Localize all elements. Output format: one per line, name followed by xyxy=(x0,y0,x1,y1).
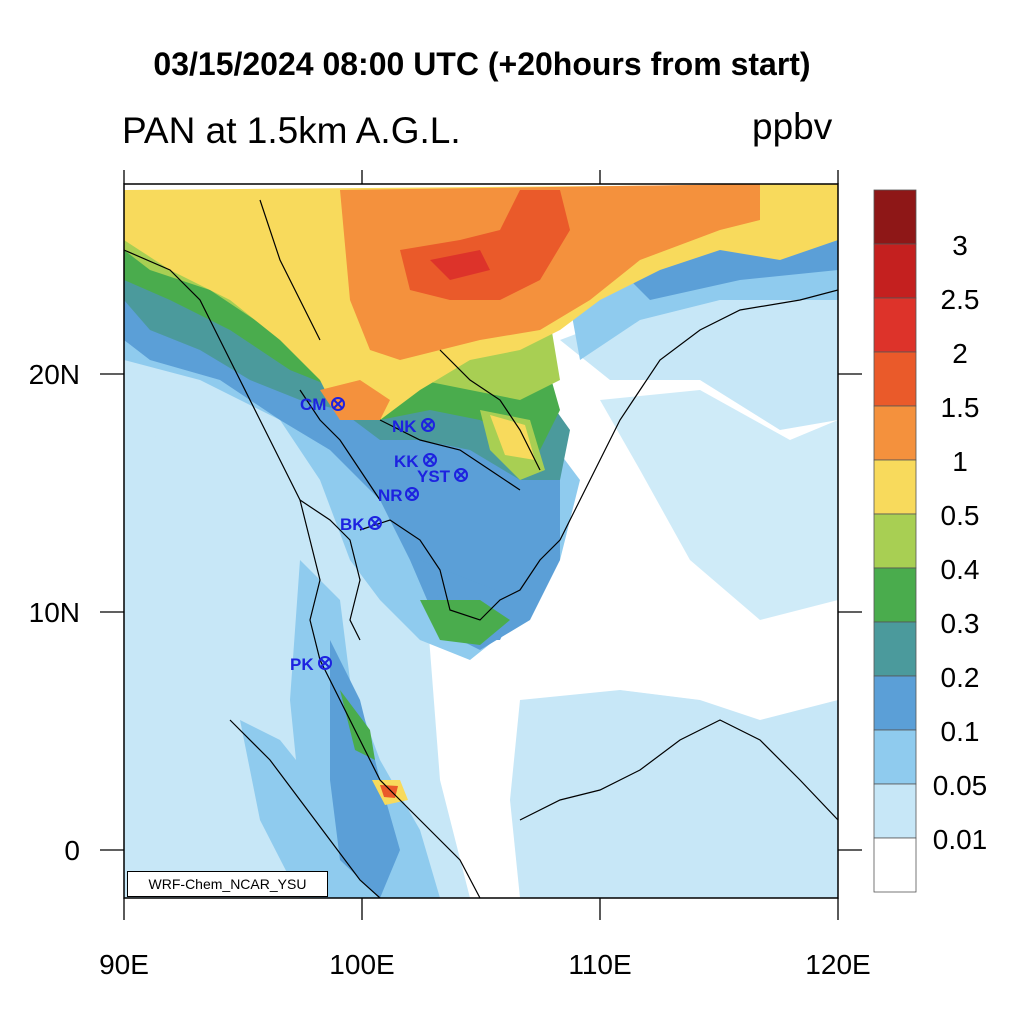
coastlines xyxy=(124,199,838,898)
colorbar-swatch xyxy=(873,297,917,353)
station-marker-icon xyxy=(405,487,419,501)
variable-label: PAN at 1.5km A.G.L. xyxy=(122,110,461,151)
station-marker-icon xyxy=(454,468,468,482)
station-marker-icon xyxy=(421,418,435,432)
colorbar-swatch xyxy=(873,837,917,893)
station-kk: KK xyxy=(394,452,437,471)
x-tick-label: 120E xyxy=(805,949,870,980)
colorbar-label: 0.4 xyxy=(941,554,980,585)
station-label: KK xyxy=(394,452,419,471)
colorbar-label: 0.01 xyxy=(933,824,988,855)
station-label: YST xyxy=(417,467,451,486)
colorbar-label: 0.2 xyxy=(941,662,980,693)
colorbar-swatch xyxy=(873,567,917,623)
y-tick-label: 20N xyxy=(29,359,80,390)
station-yst: YST xyxy=(417,467,468,486)
colorbar-swatch xyxy=(873,783,917,839)
colorbar-swatch xyxy=(873,351,917,407)
colorbar-label: 3 xyxy=(952,230,968,261)
colorbar-swatch xyxy=(873,621,917,677)
station-marker-icon xyxy=(318,656,332,670)
y-tick-label: 10N xyxy=(29,597,80,628)
station-markers: CM NK KK YST NR BK PK xyxy=(290,395,468,674)
colorbar-label: 2 xyxy=(952,338,968,369)
station-nk: NK xyxy=(392,417,435,436)
station-cm: CM xyxy=(300,395,345,414)
axis-ticks xyxy=(100,170,862,920)
station-marker-icon xyxy=(423,453,437,467)
y-tick-label: 0 xyxy=(64,835,80,866)
station-label: NK xyxy=(392,417,417,436)
colorbar-swatch xyxy=(873,243,917,299)
x-tick-label: 100E xyxy=(329,949,394,980)
x-tick-label: 90E xyxy=(99,949,149,980)
units-label: ppbv xyxy=(752,106,833,147)
colorbar-swatch xyxy=(873,729,917,785)
colorbar-label: 1.5 xyxy=(941,392,980,423)
station-bk: BK xyxy=(340,515,382,534)
station-label: PK xyxy=(290,655,314,674)
colorbar-label: 0.1 xyxy=(941,716,980,747)
colorbar-label: 1 xyxy=(952,446,968,477)
map-frame xyxy=(123,183,839,899)
station-nr: NR xyxy=(378,486,419,505)
station-marker-icon xyxy=(331,397,345,411)
station-marker-icon xyxy=(368,516,382,530)
station-label: CM xyxy=(300,395,326,414)
colorbar-swatch xyxy=(873,405,917,461)
colorbar-labels: 3 2.5 2 1.5 1 0.5 0.4 0.3 0.2 0.1 0.05 0… xyxy=(933,230,988,855)
colorbar-label: 0.5 xyxy=(941,500,980,531)
concentration-field xyxy=(124,184,838,898)
colorbar-swatch xyxy=(873,189,917,245)
colorbar-swatch xyxy=(873,459,917,515)
model-credit-box: WRF-Chem_NCAR_YSU xyxy=(127,871,328,897)
station-label: NR xyxy=(378,486,403,505)
plot-title: 03/15/2024 08:00 UTC (+20hours from star… xyxy=(153,46,811,82)
colorbar-swatch xyxy=(873,675,917,731)
station-label: BK xyxy=(340,515,365,534)
colorbar xyxy=(873,189,917,893)
station-pk: PK xyxy=(290,655,332,674)
x-tick-label: 110E xyxy=(568,949,631,980)
colorbar-label: 0.05 xyxy=(933,770,988,801)
colorbar-label: 0.3 xyxy=(941,608,980,639)
colorbar-swatch xyxy=(873,513,917,569)
colorbar-label: 2.5 xyxy=(941,284,980,315)
